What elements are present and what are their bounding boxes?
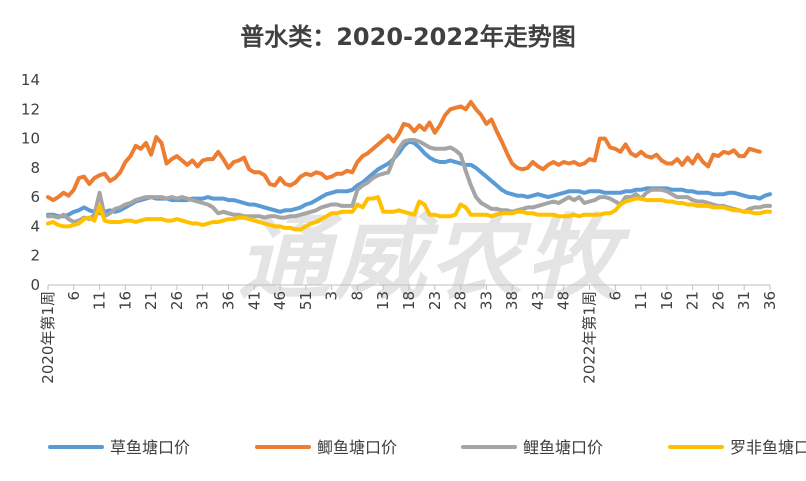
x-axis: 2020年第1周 6 11 16 21 26 31 36 41 46 51 3 8 13 18 23 28 33 3… — [39, 284, 779, 384]
x-tick-label: 2022年第1周 — [581, 291, 599, 384]
x-tick-label: 11 — [91, 291, 109, 310]
x-tick-label: 51 — [297, 291, 315, 310]
series-line-3 — [46, 195, 772, 232]
watermark: 通威农牧 — [238, 205, 631, 312]
x-tick-label: 36 — [220, 291, 238, 310]
x-tick-label: 6 — [65, 291, 83, 301]
x-tick-label: 38 — [503, 291, 521, 310]
legend-label-0: 草鱼塘口价 — [110, 438, 190, 457]
y-tick-label: 10 — [21, 130, 40, 148]
x-tick-label: 48 — [555, 291, 573, 310]
legend-label-1: 鲫鱼塘口价 — [317, 438, 397, 457]
x-tick-label: 11 — [632, 291, 650, 310]
x-tick-label: 23 — [426, 291, 444, 310]
y-tick-label: 4 — [30, 217, 40, 235]
y-tick-label: 0 — [30, 276, 40, 294]
x-tick-label: 31 — [735, 291, 753, 310]
y-tick-label: 6 — [30, 188, 40, 206]
x-tick-label: 31 — [194, 291, 212, 310]
y-tick-label: 2 — [30, 247, 40, 265]
chart-title: 普水类：2020-2022年走势图 — [240, 23, 576, 51]
series-line-1 — [46, 100, 762, 203]
series-line-2 — [46, 138, 772, 224]
x-tick-label: 2020年第1周 — [39, 291, 57, 384]
x-tick-label: 36 — [761, 291, 779, 310]
y-tick-label: 12 — [21, 100, 40, 118]
y-axis: 0 2 4 6 8 10 12 14 — [21, 71, 40, 294]
x-tick-label: 28 — [452, 291, 470, 310]
legend-label-3: 罗非鱼塘口价 — [730, 438, 806, 457]
x-tick-label: 16 — [116, 291, 134, 310]
y-tick-label: 14 — [21, 71, 40, 89]
legend-label-2: 鲤鱼塘口价 — [523, 438, 603, 457]
x-tick-label: 8 — [348, 291, 366, 301]
x-tick-label: 18 — [400, 291, 418, 310]
x-tick-label: 16 — [658, 291, 676, 310]
y-tick-label: 8 — [30, 159, 40, 177]
legend: 草鱼塘口价 鲫鱼塘口价 鲤鱼塘口价 罗非鱼塘口价 — [48, 438, 806, 457]
x-tick-label: 6 — [606, 291, 624, 301]
x-tick-label: 26 — [168, 291, 186, 310]
x-tick-label: 41 — [245, 291, 263, 310]
x-tick-label: 46 — [271, 291, 289, 310]
x-tick-label: 33 — [477, 291, 495, 310]
x-tick-label: 13 — [374, 291, 392, 310]
plot-lines — [46, 100, 772, 232]
x-tick-label: 3 — [323, 291, 341, 301]
x-tick-label: 26 — [709, 291, 727, 310]
x-tick-label: 21 — [142, 291, 160, 310]
x-tick-label: 43 — [529, 291, 547, 310]
x-tick-label: 21 — [684, 291, 702, 310]
